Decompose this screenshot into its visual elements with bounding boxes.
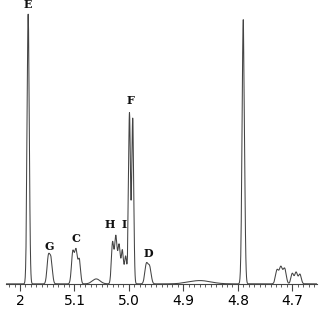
Text: E: E <box>24 0 32 10</box>
Text: C: C <box>71 233 80 244</box>
Text: I: I <box>122 219 127 230</box>
Text: G: G <box>45 241 54 252</box>
Text: H: H <box>104 219 115 230</box>
Text: F: F <box>127 95 134 106</box>
Text: D: D <box>144 248 153 259</box>
